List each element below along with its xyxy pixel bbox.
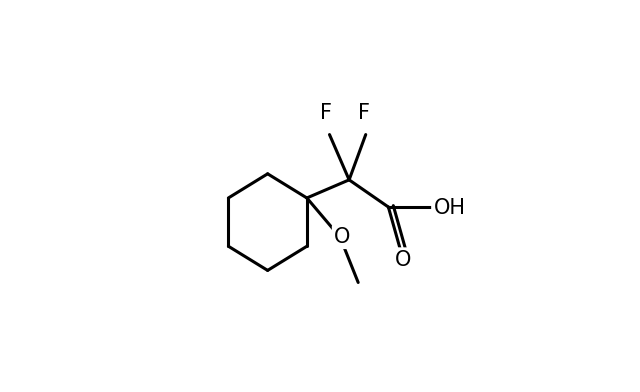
Text: O: O: [396, 250, 412, 270]
Text: OH: OH: [434, 198, 466, 218]
Text: OH: OH: [434, 198, 466, 218]
Text: F: F: [319, 103, 332, 123]
Text: O: O: [334, 227, 351, 247]
Text: F: F: [358, 103, 370, 123]
Text: F: F: [319, 103, 332, 123]
Text: O: O: [334, 227, 351, 247]
Text: O: O: [396, 250, 412, 270]
Text: F: F: [358, 103, 370, 123]
